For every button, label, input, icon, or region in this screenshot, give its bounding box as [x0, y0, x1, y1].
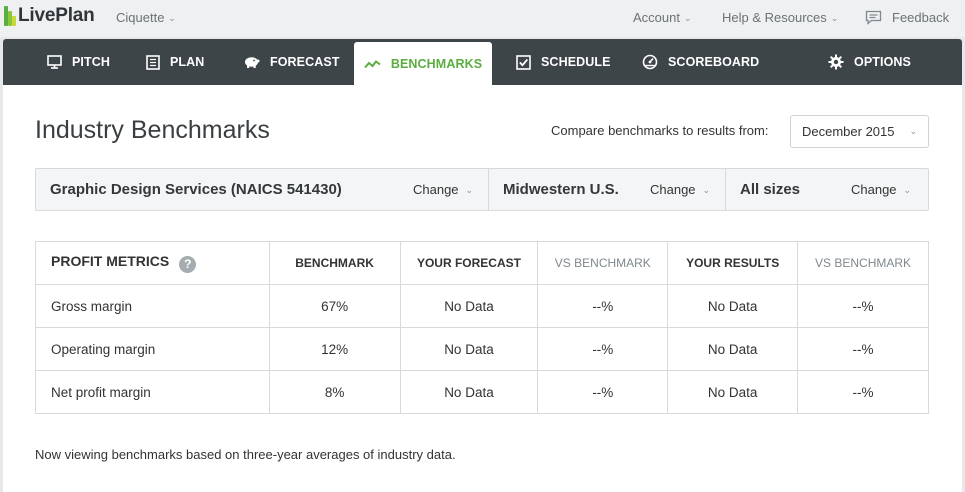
- tab-pitch[interactable]: PITCH: [47, 39, 110, 85]
- forecast-vs-benchmark: --%: [537, 370, 669, 414]
- monitor-icon: [47, 55, 62, 69]
- chevron-down-icon: ⌄: [465, 185, 474, 195]
- results-vs-benchmark: --%: [797, 284, 929, 328]
- chevron-down-icon: ⌄: [683, 13, 692, 23]
- page-title: Industry Benchmarks: [35, 116, 270, 144]
- filter-divider: [488, 169, 489, 210]
- help-menu[interactable]: Help & Resources ⌄: [722, 10, 838, 25]
- chevron-down-icon: ⌄: [702, 185, 711, 195]
- metric-name: Net profit margin: [35, 370, 270, 414]
- help-question-icon[interactable]: ?: [179, 256, 197, 273]
- change-industry-button[interactable]: Change ⌄: [413, 182, 473, 197]
- account-label: Account: [633, 10, 680, 25]
- column-header: VS BENCHMARK: [537, 241, 669, 285]
- piggy-bank-icon: [245, 57, 260, 68]
- logo-text: LivePlan: [18, 5, 95, 26]
- table-header-row: PROFIT METRICS? BENCHMARK YOUR FORECAST …: [35, 241, 929, 285]
- checkbox-icon: [516, 54, 531, 70]
- chevron-down-icon: ⌄: [909, 126, 917, 136]
- metric-name: Gross margin: [35, 284, 270, 328]
- change-label: Change: [650, 182, 696, 197]
- tab-label: FORECAST: [270, 55, 340, 69]
- trend-line-icon: [364, 59, 381, 68]
- account-menu[interactable]: Account ⌄: [633, 10, 692, 25]
- tab-label: BENCHMARKS: [390, 56, 483, 71]
- comment-icon: [865, 10, 882, 25]
- benchmark-value: 67%: [268, 284, 401, 328]
- tab-options[interactable]: OPTIONS: [828, 39, 911, 85]
- industry-filter: Graphic Design Services (NAICS 541430): [50, 169, 342, 210]
- logo-mark-icon: [4, 6, 16, 26]
- tab-benchmarks[interactable]: BENCHMARKS: [354, 42, 492, 85]
- main-tab-bar: PITCH PLAN FORECAST BENCHMARKS SCHEDULE …: [3, 39, 962, 85]
- tab-scoreboard[interactable]: SCOREBOARD: [642, 39, 759, 85]
- profit-metrics-table: PROFIT METRICS? BENCHMARK YOUR FORECAST …: [35, 241, 929, 414]
- feedback-link[interactable]: Feedback: [865, 10, 949, 25]
- column-header: PROFIT METRICS?: [35, 241, 270, 285]
- benchmarks-panel: Industry Benchmarks Compare benchmarks t…: [3, 85, 962, 492]
- tab-label: SCHEDULE: [541, 55, 611, 69]
- region-name: Midwestern U.S.: [503, 181, 619, 198]
- change-label: Change: [851, 182, 897, 197]
- filter-divider: [725, 169, 726, 210]
- forecast-value: No Data: [399, 284, 539, 328]
- results-value: No Data: [667, 370, 799, 414]
- document-icon: [146, 54, 160, 70]
- liveplan-logo[interactable]: LivePlan: [4, 5, 95, 27]
- benchmark-footnote: Now viewing benchmarks based on three-ye…: [35, 447, 456, 462]
- feedback-label: Feedback: [892, 10, 950, 25]
- table-row: Net profit margin 8% No Data --% No Data…: [35, 370, 929, 414]
- chevron-down-icon: ⌄: [168, 13, 176, 23]
- size-filter: All sizes: [740, 169, 800, 210]
- industry-name: Graphic Design Services (NAICS 541430): [50, 181, 342, 198]
- table-row: Gross margin 67% No Data --% No Data --%: [35, 284, 929, 328]
- benchmark-value: 8%: [268, 370, 401, 414]
- forecast-value: No Data: [399, 370, 539, 414]
- top-header: LivePlan Ciquette ⌄ Account ⌄ Help & Resou…: [0, 0, 965, 37]
- column-header: BENCHMARK: [268, 241, 401, 285]
- tab-label: OPTIONS: [854, 55, 911, 69]
- benchmark-value: 12%: [268, 327, 401, 371]
- tab-label: PITCH: [72, 55, 110, 69]
- forecast-vs-benchmark: --%: [537, 284, 669, 328]
- chevron-down-icon: ⌄: [830, 13, 839, 23]
- tab-plan[interactable]: PLAN: [146, 39, 204, 85]
- results-value: No Data: [667, 284, 799, 328]
- region-filter: Midwestern U.S.: [503, 169, 619, 210]
- metric-name: Operating margin: [35, 327, 270, 371]
- forecast-value: No Data: [399, 327, 539, 371]
- compare-period-select[interactable]: December 2015 ⌄: [790, 115, 929, 148]
- column-header: YOUR RESULTS: [667, 241, 799, 285]
- tab-label: SCOREBOARD: [668, 55, 760, 69]
- tab-label: PLAN: [170, 55, 205, 69]
- results-vs-benchmark: --%: [797, 370, 929, 414]
- size-name: All sizes: [740, 181, 801, 198]
- company-name: Ciquette: [116, 10, 165, 25]
- column-header: YOUR FORECAST: [399, 241, 539, 285]
- results-vs-benchmark: --%: [797, 327, 929, 371]
- company-switcher[interactable]: Ciquette ⌄: [116, 10, 176, 25]
- compare-period-value: December 2015: [802, 124, 895, 139]
- forecast-vs-benchmark: --%: [537, 327, 669, 371]
- compare-label: Compare benchmarks to results from:: [551, 123, 769, 138]
- tab-forecast[interactable]: FORECAST: [243, 39, 340, 85]
- change-label: Change: [413, 182, 459, 197]
- change-region-button[interactable]: Change ⌄: [650, 182, 710, 197]
- table-row: Operating margin 12% No Data --% No Data…: [35, 327, 929, 371]
- column-header: VS BENCHMARK: [797, 241, 929, 285]
- gauge-icon: [642, 54, 658, 70]
- tab-schedule[interactable]: SCHEDULE: [516, 39, 611, 85]
- help-label: Help & Resources: [722, 10, 827, 25]
- results-value: No Data: [667, 327, 799, 371]
- gear-icon: [828, 54, 844, 70]
- benchmark-filter-bar: Graphic Design Services (NAICS 541430) C…: [35, 168, 929, 211]
- change-size-button[interactable]: Change ⌄: [851, 182, 911, 197]
- chevron-down-icon: ⌄: [903, 185, 912, 195]
